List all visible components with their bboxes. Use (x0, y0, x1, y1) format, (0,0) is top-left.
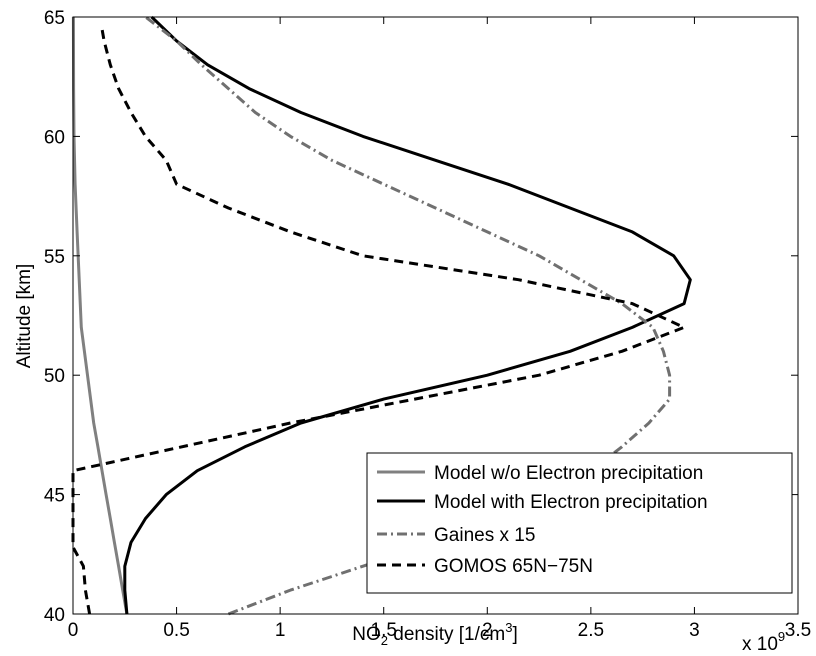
x-tick-label: 3.5 (785, 620, 811, 641)
legend: Model w/o Electron precipitation Model w… (366, 452, 793, 594)
legend-label-2: Gaines x 15 (434, 525, 535, 546)
x-axis-label-main: NO (352, 624, 381, 645)
x-tick-label: 0 (68, 620, 79, 641)
x-tick-label: 2.5 (578, 620, 604, 641)
x-axis-label: NO2 density [1/cm3] (352, 620, 517, 648)
legend-label-0: Model w/o Electron precipitation (434, 463, 703, 484)
x-multiplier-base: x 10 (742, 634, 778, 655)
x-tick-label: 1.5 (371, 620, 397, 641)
x-multiplier-exponent: 9 (778, 629, 785, 644)
y-tick-label: 60 (44, 127, 65, 148)
x-tick-label: 3 (689, 620, 700, 641)
x-axis-label-close: ] (512, 624, 517, 645)
plot-frame (72, 16, 799, 615)
x-axis-label-superscript: 3 (505, 620, 512, 635)
x-multiplier-label: x 109 (742, 629, 785, 655)
y-tick-label: 55 (44, 247, 65, 268)
legend-box (366, 452, 793, 594)
x-axis-label-rest: density [1/cm (388, 624, 505, 645)
legend-label-3: GOMOS 65N−75N (434, 556, 593, 577)
y-axis-label: Altitude [km] (14, 264, 35, 369)
y-tick-label: 45 (44, 486, 65, 507)
y-tick-label: 65 (44, 8, 65, 29)
legend-label-1: Model with Electron precipitation (434, 492, 708, 513)
x-tick-label: 2 (482, 620, 493, 641)
y-tick-label: 50 (44, 366, 65, 387)
x-axis-label-subscript: 2 (381, 633, 388, 648)
series-line-0 (71, 16, 129, 615)
tick-layer: 0 0.5 1 1.5 2 2.5 3 3.5 40 45 50 55 60 65 (44, 8, 811, 641)
x-tick-label: 1 (275, 620, 286, 641)
x-tick-label: 0.5 (163, 620, 189, 641)
y-tick-label: 40 (44, 605, 65, 626)
